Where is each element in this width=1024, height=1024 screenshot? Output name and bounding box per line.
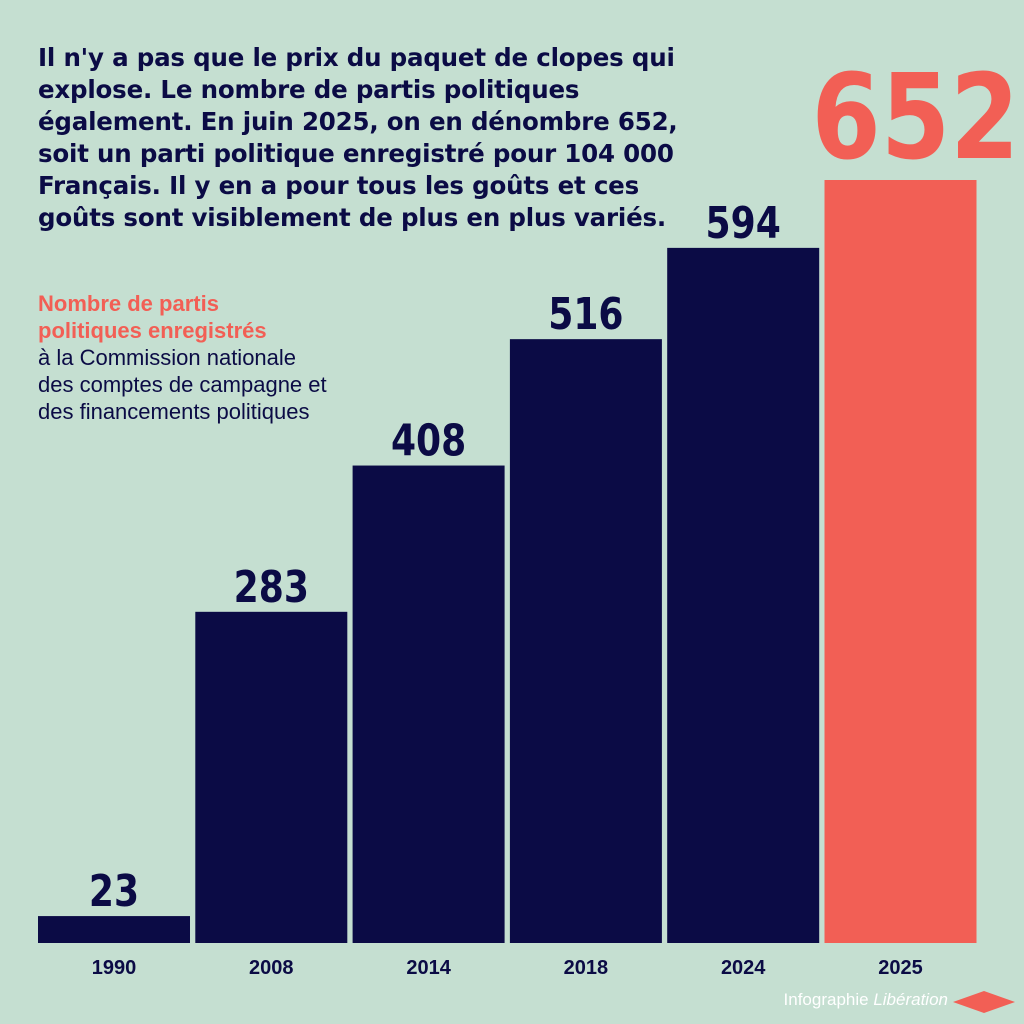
bar-2025 xyxy=(824,180,977,943)
tick-label-2018: 2018 xyxy=(564,957,609,979)
liberation-logo-icon xyxy=(953,991,1015,1013)
intro-paragraph: Il n'y a pas que le prix du paquet de cl… xyxy=(38,43,678,232)
data-label-2008: 283 xyxy=(234,562,309,612)
data-label-2018: 516 xyxy=(548,290,623,340)
legend-highlight: Nombre de partis politiques enregistrés xyxy=(38,291,267,343)
bar-2008 xyxy=(195,611,348,943)
credit-brand: Libération xyxy=(873,990,948,1009)
tick-label-2014: 2014 xyxy=(406,957,451,979)
data-label-2024: 594 xyxy=(706,199,781,249)
data-label-1990: 23 xyxy=(89,867,139,917)
bar-2018 xyxy=(509,339,662,943)
tick-label-2008: 2008 xyxy=(249,957,294,979)
credit-line: Infographie Libération xyxy=(784,990,948,1010)
bar-2014 xyxy=(352,465,505,943)
data-label-2014: 408 xyxy=(391,416,466,466)
tick-label-1990: 1990 xyxy=(92,957,137,979)
tick-label-2025: 2025 xyxy=(878,957,923,979)
credit-prefix: Infographie xyxy=(783,990,869,1009)
chart-legend: Nombre de partis politiques enregistrés … xyxy=(38,290,328,425)
data-label-2025: 652 xyxy=(812,48,1020,186)
bar-1990 xyxy=(38,916,190,943)
legend-description: à la Commission nationale des comptes de… xyxy=(38,345,327,424)
tick-label-2024: 2024 xyxy=(721,957,766,979)
bar-2024 xyxy=(667,247,820,943)
